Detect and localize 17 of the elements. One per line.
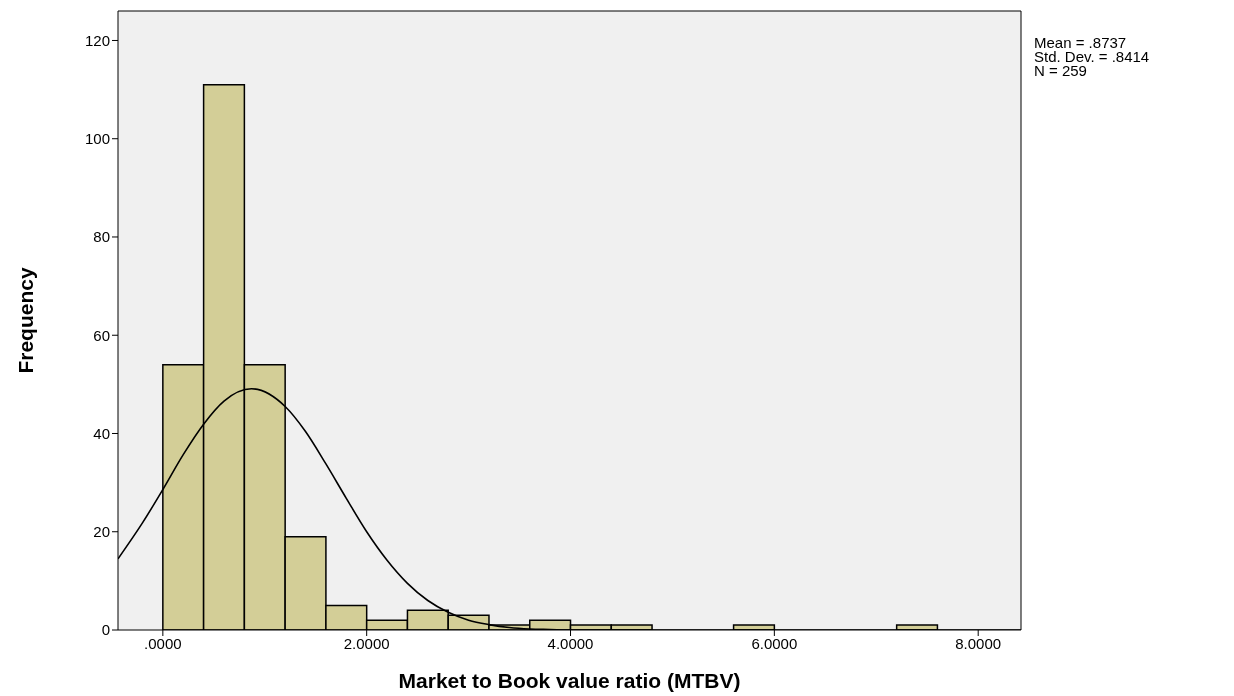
x-tick-label: 4.0000: [547, 634, 594, 652]
x-axis-title: Market to Book value ratio (MTBV): [398, 669, 741, 692]
text: Mean = .8737: [1034, 34, 1128, 51]
y-tick-label: 60: [93, 326, 110, 344]
y-tick-label: 120: [84, 31, 110, 49]
y-tick-label: 20: [93, 523, 110, 541]
y-tick-label: 100: [84, 130, 110, 148]
x-tick-label: 6.0000: [751, 634, 798, 652]
x-tick-label: .0000: [144, 634, 182, 652]
text: N = 259: [1034, 62, 1088, 79]
y-axis-title: Frequency: [14, 267, 38, 374]
x-tick-label: 2.0000: [343, 634, 390, 652]
x-tick-label: 8.0000: [955, 634, 1002, 652]
y-tick-label: 80: [93, 228, 110, 246]
text: Std. Dev. = .8414: [1034, 48, 1150, 65]
y-tick-label: 0: [101, 621, 110, 639]
y-tick-label: 40: [93, 424, 110, 442]
